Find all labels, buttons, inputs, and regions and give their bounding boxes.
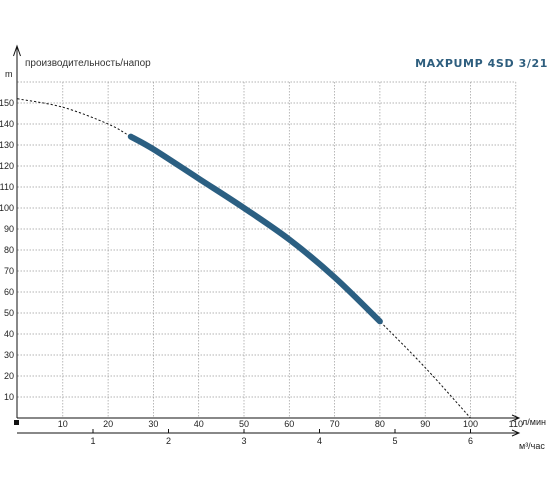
y-tick-label: 130 [0,140,14,150]
x-tick-label: 70 [330,419,340,429]
x2-tick-label: 5 [392,436,397,446]
x2-axis-arrow-icon [511,429,521,437]
y-tick-label: 150 [0,98,14,108]
x2-tick-label: 4 [317,436,322,446]
x2-tick-label: 2 [166,436,171,446]
curve-layer [17,98,471,419]
axis-origin-marker [14,420,19,425]
y-tick-label: 50 [4,308,14,318]
x-tick-label: 40 [194,419,204,429]
y-tick-label: 40 [4,329,14,339]
x-tick-label: 100 [463,419,478,429]
y-tick-label: 60 [4,287,14,297]
x-tick-label: 80 [375,419,385,429]
x-tick-label: 10 [58,419,68,429]
y-axis-unit-label: m [5,69,13,79]
y-tick-label: 110 [0,182,14,192]
y-tick-label: 20 [4,371,14,381]
performance-curve-operating-range [127,133,383,325]
x-tick-label: 30 [148,419,158,429]
y-tick-label: 30 [4,350,14,360]
x2-tick-label: 1 [90,436,95,446]
performance-curve-dashed [17,98,471,419]
y-tick-label: 90 [4,224,14,234]
y-axis-arrow-icon [13,44,21,57]
x-tick-label: 20 [103,419,113,429]
chart-title: MAXPUMP 4SD 3/21 [415,57,548,70]
x-tick-label: 110 [509,419,523,429]
x-tick-label: 90 [420,419,430,429]
x-tick-label: 60 [284,419,294,429]
y-tick-label: 140 [0,119,14,129]
chart-subtitle: производительность/напор [25,58,151,69]
x-axis-arrow-icon [511,414,521,422]
x2-tick-label: 6 [468,436,473,446]
y-tick-label: 80 [4,245,14,255]
y-tick-label: 100 [0,203,14,213]
x-tick-label: 50 [239,419,249,429]
y-tick-label: 120 [0,161,14,171]
y-tick-label: 10 [4,392,14,402]
x2-axis-unit-label: м³/час [519,441,545,451]
x-axis-unit-label: л/мин [522,417,546,427]
chart-grid [17,81,517,418]
y-tick-label: 70 [4,266,14,276]
x2-tick-label: 3 [241,436,246,446]
